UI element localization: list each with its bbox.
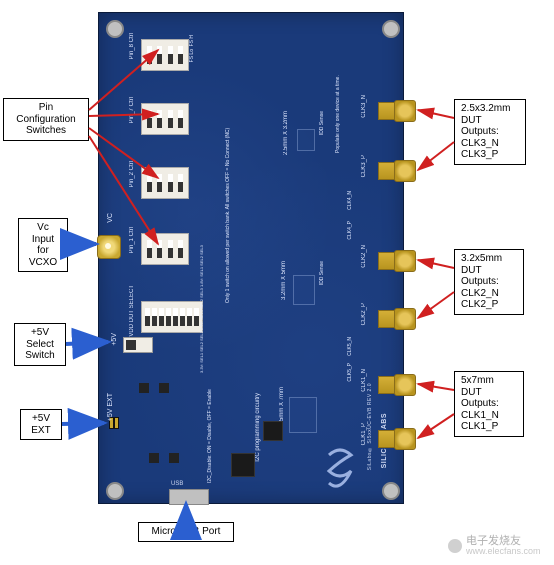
sma-clk3-p — [378, 160, 414, 180]
clk4n-silk: CLK4_N — [347, 191, 353, 210]
label-micro-usb: Micro USB Port — [138, 522, 234, 542]
label-line: CLK3_P — [461, 149, 498, 160]
label-line: 3.2x5mm — [461, 253, 502, 264]
v5-select-switch — [123, 337, 153, 353]
idd-sense-1: IDD Sense — [319, 111, 325, 135]
dip-vdd-label: VDD DUT SELECT — [129, 285, 135, 337]
label-line: Outputs: — [461, 398, 499, 409]
label-line: Switches — [26, 125, 66, 136]
clk3p-silk: CLK3_P — [361, 155, 367, 177]
label-line: Configuration — [16, 114, 75, 125]
label-line: CLK1_P — [461, 421, 498, 432]
label-line: Outputs: — [461, 276, 499, 287]
regulator-chip — [263, 421, 283, 441]
clk3n-silk: CLK3_N — [361, 95, 367, 118]
watermark: 电子发烧友 www.elecfans.com — [448, 536, 541, 556]
label-line: VCXO — [29, 257, 57, 268]
label-line: DUT — [461, 265, 482, 276]
switch-note-silk: Only 1 switch on allowed per switch bank… — [225, 143, 231, 303]
label-v5-select: +5V Select Switch — [14, 323, 66, 366]
label-line: DUT — [461, 387, 482, 398]
vc-sma-connector — [97, 235, 127, 257]
dip-pin2-label: Pin_2 Ctrl — [129, 161, 135, 187]
sma-clk2-p — [378, 308, 414, 328]
label-line: DUT — [461, 115, 482, 126]
clk2n-silk: CLK2_N — [361, 245, 367, 268]
dip-col-label: FS Lo — [189, 49, 195, 62]
dip-pin1-label: Pin_1 Ctrl — [129, 227, 135, 253]
watermark-logo-icon — [448, 539, 462, 553]
smd-chip — [149, 453, 159, 463]
label-line: Outputs: — [461, 126, 499, 137]
label-line: +5V — [32, 413, 50, 424]
usb-silk: USB — [171, 481, 183, 487]
clk4p-silk: CLK4_P — [347, 221, 353, 240]
v5-ext-silk: +5V EXT — [107, 393, 114, 421]
i2c-disable-silk: I2C_Disable: ON = Disable, OFF = Enable — [207, 353, 213, 483]
dip-pin7-label: Pin_7 Ctrl — [129, 97, 135, 123]
board-id-silk: SiLabs® Si5xxUC-EVB REV 2.0 — [367, 383, 373, 470]
plus5v-silk: +5V — [111, 333, 118, 346]
label-line: Vc — [37, 222, 49, 233]
dip-pin2 — [141, 167, 189, 199]
sma-clk2-n — [378, 250, 414, 270]
dip-pin7 — [141, 103, 189, 135]
clk5p-silk: CLK5_P — [347, 363, 353, 382]
mcu-chip — [231, 453, 255, 477]
clk2p-silk: CLK2_P — [361, 303, 367, 325]
label-v5-ext: +5V EXT — [20, 409, 62, 440]
sma-clk1-n — [378, 374, 414, 394]
mounting-hole — [106, 20, 124, 38]
label-line: Micro USB Port — [152, 526, 221, 537]
dut-3p2x5 — [293, 275, 315, 305]
mounting-hole — [106, 482, 124, 500]
smd-chip — [169, 453, 179, 463]
label-line: CLK2_P — [461, 299, 498, 310]
vdd-rows-silk: 3.3V: SEL1 SEL2 SEL3 2.5V: SEL1 SEL2 SEL… — [199, 293, 204, 373]
pcb-board: Pin_8 Ctrl Pin_7 Ctrl Pin_2 Ctrl Pin_1 C… — [98, 12, 404, 504]
smd-chip — [159, 383, 169, 393]
label-line: +5V — [31, 327, 49, 338]
populate-note-silk: Populate only one device at a time. — [335, 33, 341, 153]
label-line: for — [37, 245, 49, 256]
smd-chip — [139, 383, 149, 393]
sma-clk3-n — [378, 100, 414, 120]
label-pin-config: Pin Configuration Switches — [3, 98, 89, 141]
dut2-size-label: 3.2mm X 5mm — [281, 261, 287, 300]
label-out-5x7: 5x7mm DUT Outputs: CLK1_N CLK1_P — [454, 371, 524, 437]
vc-silk: VC — [107, 213, 114, 223]
label-line: Switch — [25, 350, 54, 361]
label-out-32x5: 3.2x5mm DUT Outputs: CLK2_N CLK2_P — [454, 249, 524, 315]
mounting-hole — [382, 482, 400, 500]
watermark-url: www.elecfans.com — [466, 547, 541, 556]
label-vc-input: Vc Input for VCXO — [18, 218, 68, 272]
label-line: Pin — [39, 102, 53, 113]
label-out-25x32: 2.5x3.2mm DUT Outputs: CLK3_N CLK3_P — [454, 99, 526, 165]
dip-col-label: FS H — [189, 35, 195, 46]
figure-container: Pin_8 Ctrl Pin_7 Ctrl Pin_2 Ctrl Pin_1 C… — [0, 0, 554, 565]
dip-vdd-select — [141, 301, 203, 333]
label-line: CLK2_N — [461, 288, 499, 299]
label-line: 2.5x3.2mm — [461, 103, 510, 114]
dut-5x7 — [289, 397, 317, 433]
dut3-size-label: 5mm X 7mm — [279, 387, 285, 421]
dip-pin1 — [141, 233, 189, 265]
label-line: EXT — [31, 425, 50, 436]
mounting-hole — [382, 20, 400, 38]
i2c-prog-silk: I2C programming circuitry — [255, 393, 261, 462]
idd-sense-2: IDD Sense — [319, 261, 325, 285]
dut1-size-label: 2.5mm X 3.2mm — [283, 111, 289, 155]
label-line: CLK1_N — [461, 410, 499, 421]
label-line: Select — [26, 339, 54, 350]
clk5n-silk: CLK5_N — [347, 337, 353, 356]
dip-pin8-label: Pin_8 Ctrl — [129, 33, 135, 59]
label-line: CLK3_N — [461, 138, 499, 149]
silabs-s-logo-icon — [323, 447, 357, 491]
label-line: 5x7mm — [461, 375, 494, 386]
sma-clk1-p — [378, 428, 414, 448]
micro-usb-port — [169, 489, 209, 505]
dut-2p5x3p2 — [297, 129, 315, 151]
dip-pin8 — [141, 39, 189, 71]
label-line: Input — [32, 234, 54, 245]
